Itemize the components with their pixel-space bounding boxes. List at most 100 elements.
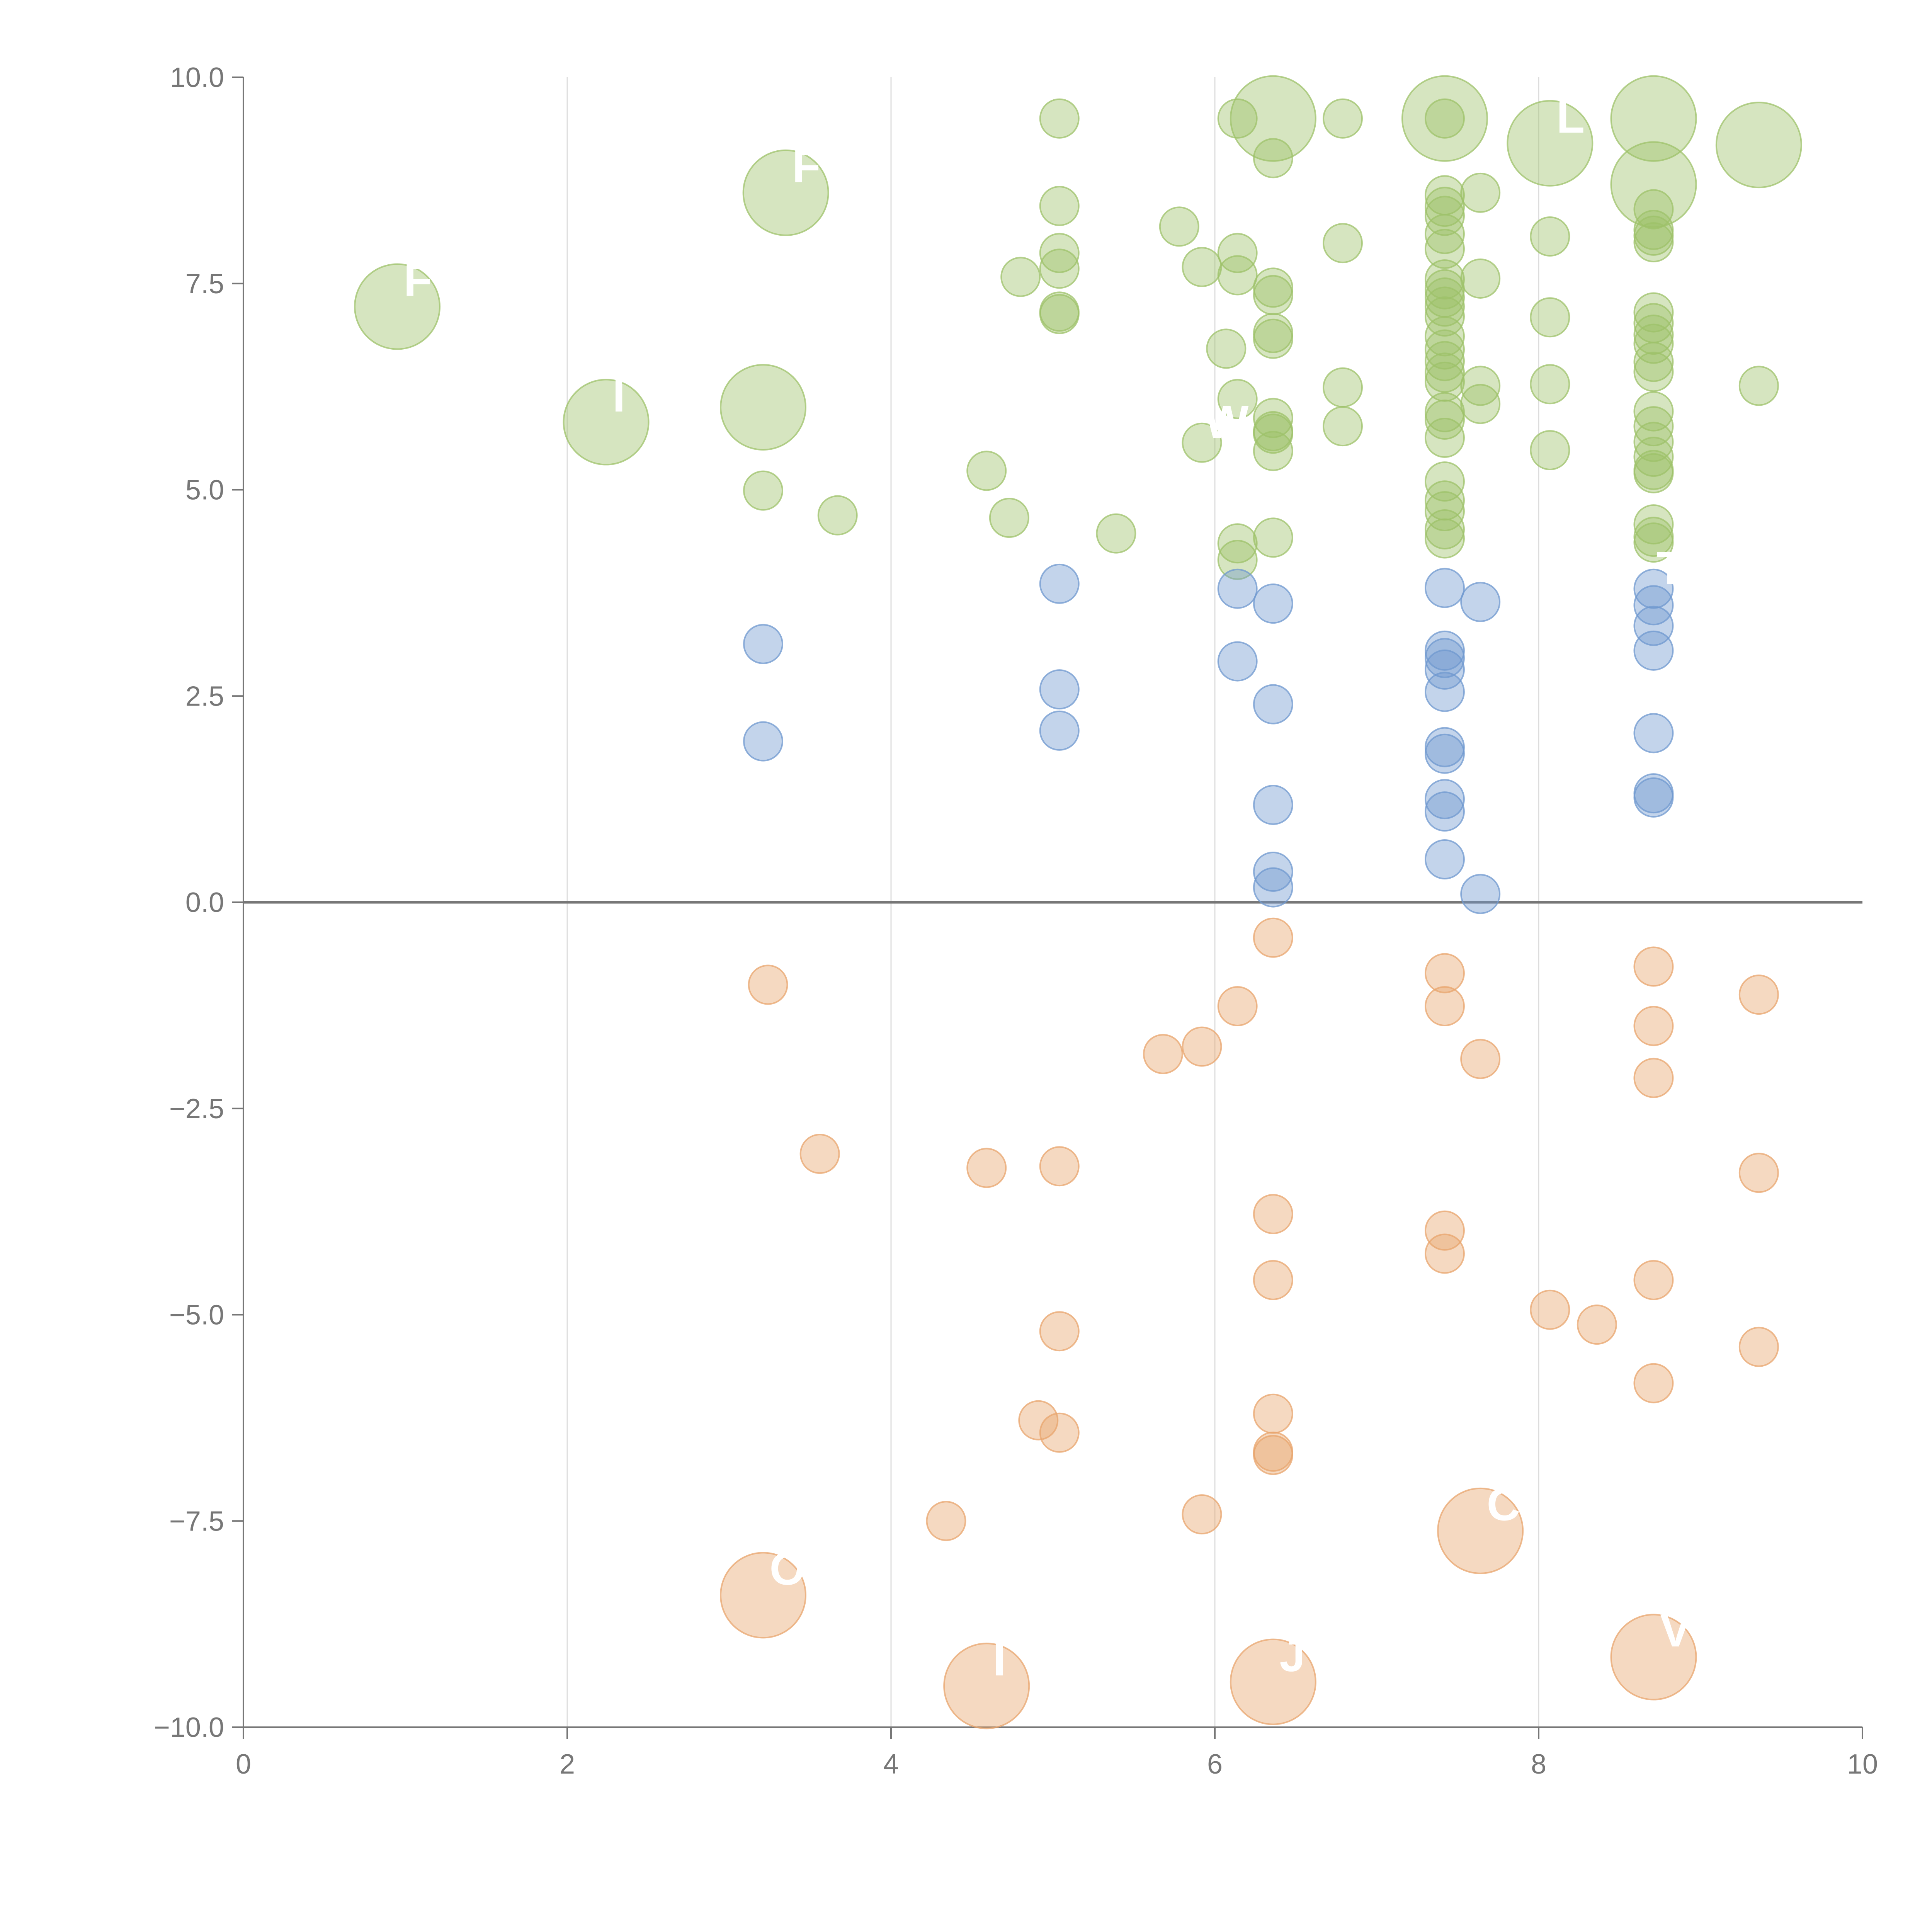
y-tick-label: −7.5 xyxy=(169,1506,224,1537)
green-bubble xyxy=(1039,248,1080,289)
bubble-labels: F I F W L T I J C V O xyxy=(404,91,1691,1685)
blue-bubble xyxy=(1633,605,1674,646)
bubble-label: T xyxy=(1656,542,1685,594)
orange-bubble xyxy=(966,1148,1007,1188)
blue-bubble xyxy=(1217,641,1258,682)
green-bubble xyxy=(1182,422,1222,463)
orange-bubble xyxy=(1530,1289,1570,1330)
green-bubble xyxy=(1253,431,1293,471)
green-bubble xyxy=(1530,430,1570,471)
blue-bubble xyxy=(1253,684,1293,724)
orange-bubble xyxy=(1253,917,1293,958)
green-bubble xyxy=(1424,518,1465,559)
green-bubble xyxy=(1424,286,1465,327)
green-bubble xyxy=(1424,341,1465,381)
green-bubble xyxy=(1610,75,1697,162)
green-bubble xyxy=(1253,517,1293,558)
orange-bubble xyxy=(1424,953,1465,993)
blue-bubble xyxy=(1424,791,1465,832)
orange-bubble xyxy=(943,1643,1030,1730)
green-bubble xyxy=(1323,223,1363,264)
green-bubble xyxy=(1182,247,1222,287)
green-bubble xyxy=(1424,400,1465,440)
green-bubble xyxy=(1323,406,1363,447)
green-bubble xyxy=(1424,196,1465,236)
bubble-label: V xyxy=(1660,1605,1691,1656)
orange-bubble xyxy=(1460,1039,1501,1079)
orange-bubble xyxy=(1424,1233,1465,1274)
y-tick-label: −5.0 xyxy=(169,1300,224,1331)
green-bubble xyxy=(1633,222,1674,262)
x-tick-label: 0 xyxy=(236,1749,251,1780)
green-bubble xyxy=(1633,323,1674,364)
green-bubble xyxy=(1424,316,1465,357)
y-tick-label: 10.0 xyxy=(170,62,224,93)
green-bubble xyxy=(1206,328,1247,369)
green-bubble xyxy=(1424,417,1465,458)
blue-bubble xyxy=(1424,638,1465,679)
green-bubble xyxy=(1217,98,1258,139)
green-bubble xyxy=(719,364,806,451)
green-bubble xyxy=(1323,367,1363,408)
orange-bubble xyxy=(1610,1614,1697,1701)
green-bubble xyxy=(1253,275,1293,315)
bubble-label: J xyxy=(1279,1629,1305,1681)
green-bubble xyxy=(817,495,858,536)
x-tick-label: 8 xyxy=(1531,1749,1546,1780)
green-bubble xyxy=(1217,255,1258,296)
green-bubble xyxy=(1253,398,1293,438)
blue-bubble xyxy=(1633,713,1674,753)
green-bubble xyxy=(1530,297,1570,338)
green-bubble xyxy=(563,379,650,466)
green-bubble xyxy=(1424,214,1465,254)
y-tick-label: 2.5 xyxy=(185,681,224,712)
green-bubble xyxy=(1530,364,1570,405)
green-bubble xyxy=(1424,509,1465,549)
green-bubble xyxy=(1000,257,1041,297)
green-bubble xyxy=(1217,539,1258,580)
orange-bubble xyxy=(1633,1363,1674,1403)
green-bubble xyxy=(1715,102,1802,189)
orange-bubble xyxy=(1633,1006,1674,1046)
orange-bubble xyxy=(1253,1194,1293,1235)
green-bubble xyxy=(1253,138,1293,179)
orange-bubble xyxy=(1217,986,1258,1027)
green-bubble xyxy=(1159,206,1199,247)
orange-bubble xyxy=(1143,1034,1183,1074)
green-bubble xyxy=(1424,229,1465,269)
green-bubble xyxy=(1633,437,1674,477)
green-bubble xyxy=(1096,513,1136,554)
orange-bubble xyxy=(1738,1153,1779,1193)
green-bubble xyxy=(1401,75,1488,162)
orange-bubble xyxy=(748,964,788,1005)
green-bubble xyxy=(1460,258,1501,299)
bubble-label: I xyxy=(612,370,625,422)
blue-bubble xyxy=(1460,874,1501,914)
blue-bubble xyxy=(1633,777,1674,818)
green-bubble xyxy=(1039,98,1080,139)
orange-bubble xyxy=(1182,1026,1222,1067)
green-bubble xyxy=(1507,100,1594,187)
green-bubble xyxy=(1323,98,1363,139)
green-bubble xyxy=(1424,352,1465,393)
orange-bubble xyxy=(799,1134,840,1174)
green-bubble xyxy=(1633,209,1674,250)
orange-bubble xyxy=(1039,1412,1080,1453)
x-tick-label: 2 xyxy=(560,1749,575,1780)
orange-bubble xyxy=(1738,975,1779,1015)
blue-bubble xyxy=(1424,568,1465,608)
orange-bubble xyxy=(1633,946,1674,987)
green-bubble xyxy=(354,263,441,350)
blue-bubble xyxy=(1424,779,1465,820)
green-bubble xyxy=(1633,342,1674,382)
blue-bubble xyxy=(1039,669,1080,710)
green-bubble xyxy=(742,149,829,236)
green-bubble xyxy=(966,451,1007,491)
bubble-label: O xyxy=(769,1543,805,1595)
green-bubble xyxy=(1424,329,1465,370)
green-bubble xyxy=(1633,352,1674,392)
orange-bubble xyxy=(1039,1311,1080,1352)
blue-bubble xyxy=(1460,582,1501,622)
green-bubble xyxy=(989,498,1029,538)
